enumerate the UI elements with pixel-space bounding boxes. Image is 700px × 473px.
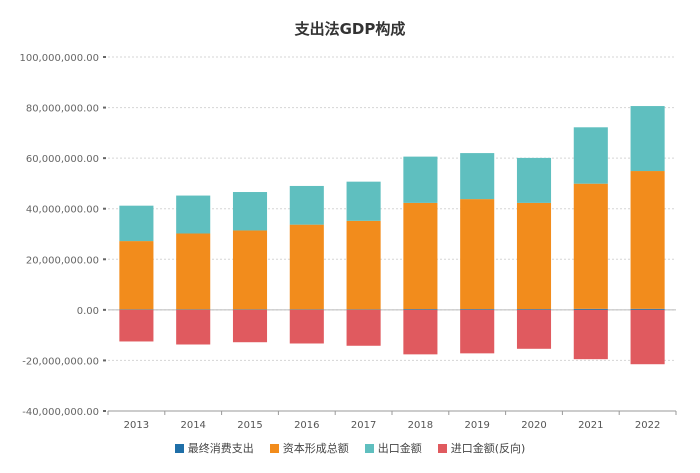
- legend-label: 出口金额: [377, 442, 422, 455]
- x-tick-label: 2013: [124, 420, 149, 431]
- x-tick-label: 2017: [351, 420, 376, 431]
- bar-segment: [516, 157, 552, 203]
- legend-item[interactable]: 最终消费支出: [174, 440, 254, 456]
- bar-segment: [119, 205, 154, 242]
- bar-segment: [119, 241, 154, 310]
- legend-item[interactable]: 资本形成总额: [269, 440, 349, 456]
- bar-segment: [516, 202, 552, 310]
- legend-label: 最终消费支出: [187, 442, 254, 455]
- bar-segment: [176, 309, 211, 345]
- bar-segment: [630, 171, 665, 309]
- bar-segment: [232, 230, 268, 310]
- x-tick-label: 2020: [521, 420, 546, 431]
- x-tick-label: 2014: [180, 420, 205, 431]
- bar-segment: [403, 309, 438, 355]
- bar-segment: [460, 309, 495, 354]
- y-tick-label: 40,000,000.00: [26, 205, 99, 216]
- bar-segment: [460, 199, 495, 310]
- bar-segment: [176, 309, 211, 310]
- bar-segment: [232, 192, 268, 231]
- x-tick-label: 2021: [578, 420, 603, 431]
- bar-segment: [403, 156, 438, 203]
- x-tick-label: 2015: [237, 420, 262, 431]
- bar-segment: [630, 308, 665, 310]
- bar-segment: [289, 309, 324, 310]
- bar-segment: [232, 309, 268, 310]
- y-tick-label: 0.00: [77, 306, 99, 317]
- y-tick-label: 20,000,000.00: [26, 255, 99, 266]
- x-tick-label: 2019: [464, 420, 489, 431]
- bar-segment: [176, 233, 211, 310]
- bar-segment: [346, 181, 381, 221]
- bar-segment: [630, 106, 665, 172]
- legend-label: 进口金额(反向): [450, 442, 526, 455]
- y-tick-label: 60,000,000.00: [26, 154, 99, 165]
- legend-item[interactable]: 进口金额(反向): [437, 440, 526, 456]
- bar-segment: [289, 309, 324, 344]
- bar-segment: [460, 309, 495, 310]
- x-tick-label: 2022: [635, 420, 660, 431]
- bar-segment: [573, 309, 608, 360]
- bar-segment: [403, 202, 438, 310]
- y-tick-label: 80,000,000.00: [26, 104, 99, 115]
- legend-swatch: [174, 443, 184, 453]
- bar-segment: [346, 309, 381, 310]
- bar-segment: [573, 183, 608, 309]
- y-tick-label: 100,000,000.00: [19, 53, 99, 64]
- bar-segment: [630, 309, 665, 365]
- legend-swatch: [437, 443, 447, 453]
- bar-segment: [460, 153, 495, 200]
- legend-swatch: [364, 443, 374, 453]
- bar-segment: [289, 224, 324, 310]
- y-tick-label: -20,000,000.00: [22, 356, 99, 367]
- bar-segment: [119, 309, 154, 310]
- legend-label: 资本形成总额: [282, 442, 349, 455]
- x-tick-label: 2016: [294, 420, 319, 431]
- chart-title: 支出法GDP构成: [294, 20, 406, 38]
- bar-segment: [289, 185, 324, 225]
- legend-swatch: [269, 443, 279, 453]
- bar-segment: [176, 195, 211, 234]
- bar-segment: [232, 309, 268, 343]
- legend-item[interactable]: 出口金额: [364, 440, 422, 456]
- bar-segment: [573, 308, 608, 310]
- bar-segment: [573, 127, 608, 184]
- x-tick-label: 2018: [408, 420, 433, 431]
- bar-segment: [346, 220, 381, 310]
- bar-segment: [346, 309, 381, 346]
- bar-segment: [516, 309, 552, 349]
- bar-segment: [403, 309, 438, 310]
- bar-segment: [119, 309, 154, 342]
- chart-legend: 最终消费支出 资本形成总额 出口金额 进口金额(反向): [0, 440, 700, 456]
- bar-segment: [516, 309, 552, 310]
- y-tick-label: -40,000,000.00: [22, 407, 99, 418]
